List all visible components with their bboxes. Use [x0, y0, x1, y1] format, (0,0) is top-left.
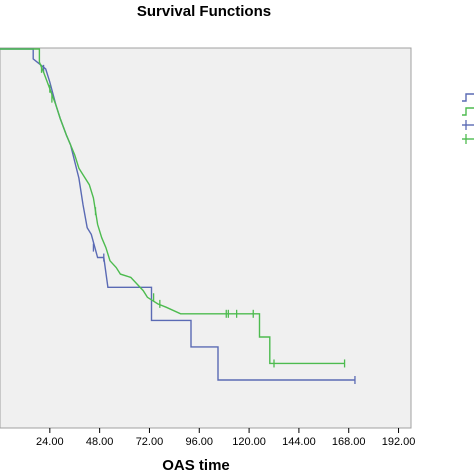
x-tick-label: 24.00 — [36, 436, 64, 448]
x-tick-label: 48.00 — [86, 436, 114, 448]
x-axis-ticks: 24.00 48.00 72.00 96.00 120.00 144.00 168.00 19… — [36, 428, 415, 448]
legend-line-symbol — [462, 93, 474, 102]
x-tick-label: 72.00 — [136, 436, 164, 448]
x-tick-label: 144.00 — [282, 436, 316, 448]
chart-title: Survival Functions — [137, 3, 271, 20]
series-line-2 — [0, 48, 345, 365]
series-line-1 — [0, 48, 355, 381]
series-lines — [0, 48, 356, 384]
x-tick-label: 120.00 — [232, 436, 266, 448]
legend-line-symbol — [462, 107, 474, 116]
legend — [462, 93, 474, 144]
x-tick-label: 168.00 — [332, 436, 366, 448]
x-tick-label: 96.00 — [186, 436, 214, 448]
plot-area — [0, 47, 412, 429]
x-tick-label: 192.00 — [382, 436, 416, 448]
x-axis-label: OAS time — [162, 457, 230, 474]
